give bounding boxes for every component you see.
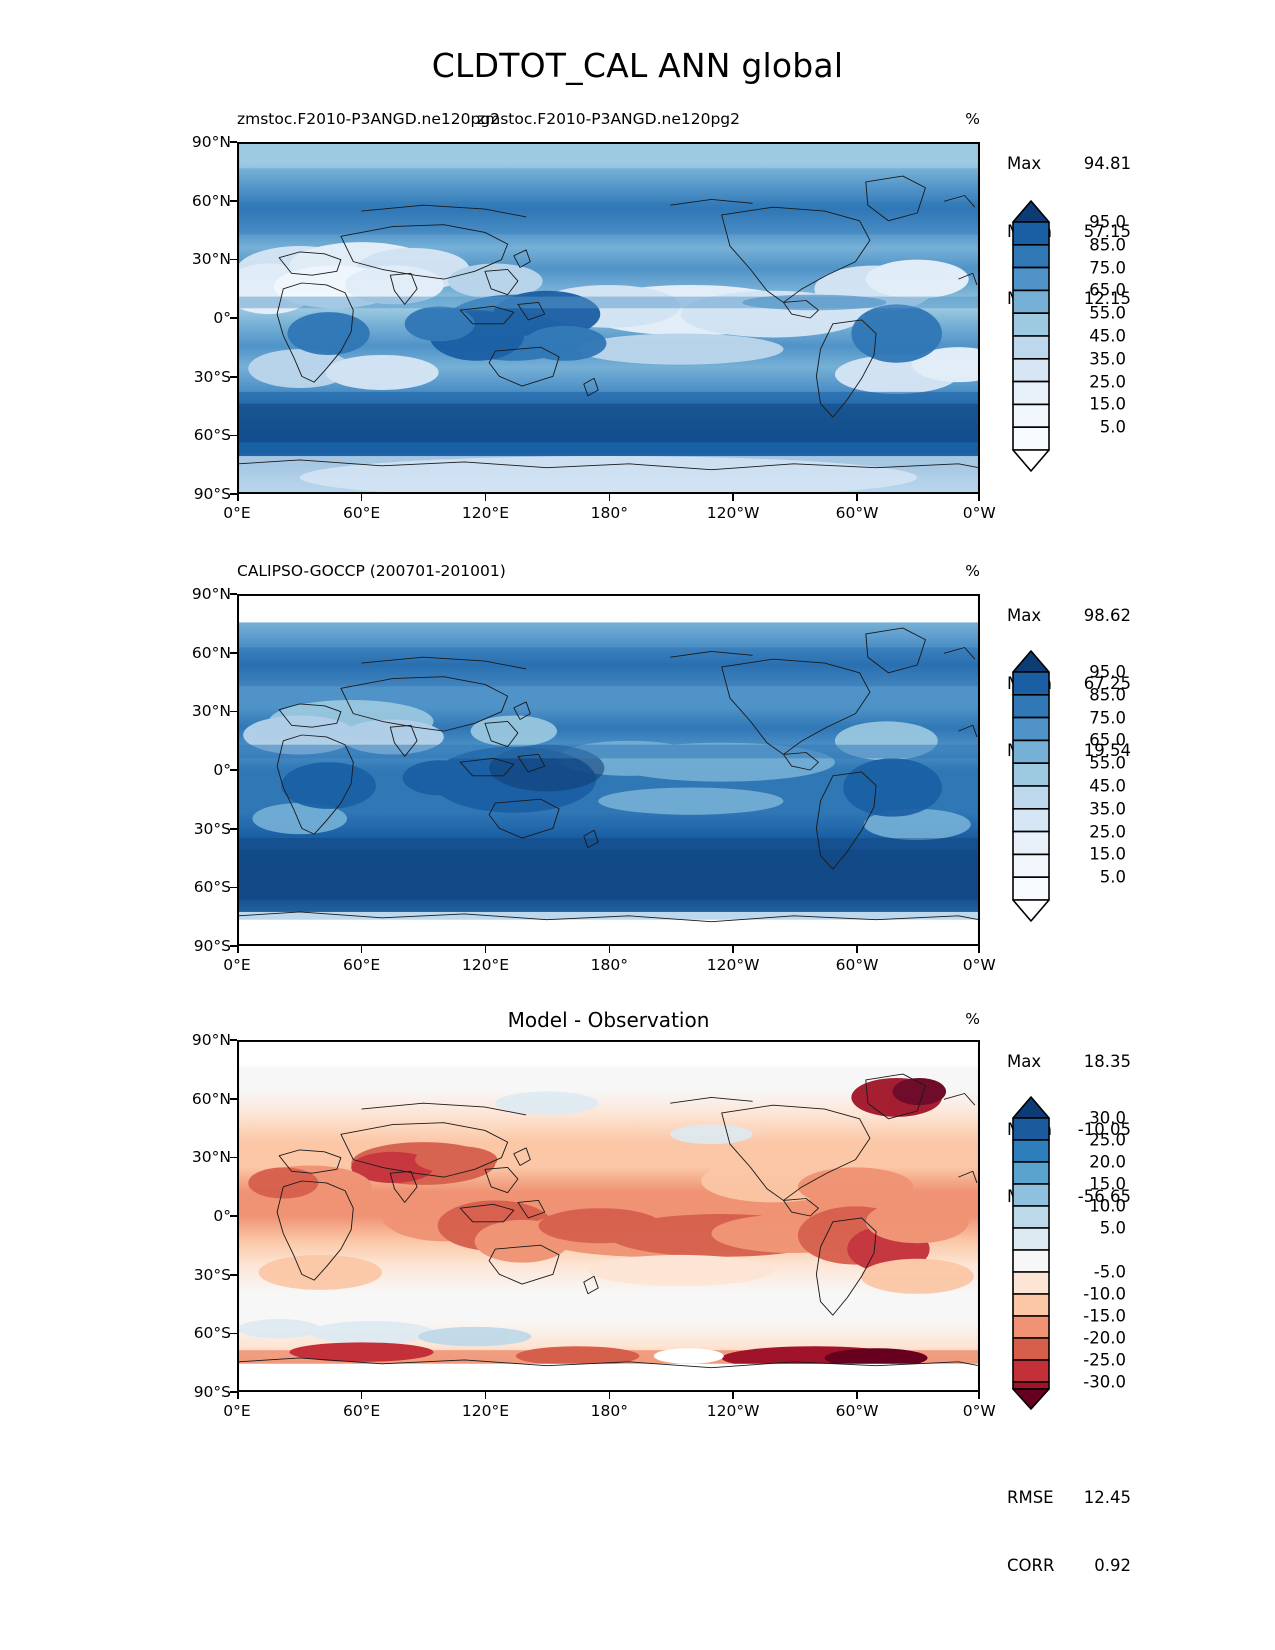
observation-colorbar-svg (1012, 650, 1050, 922)
panel-difference-xlabel-0: 0°E (223, 1402, 251, 1420)
panel-model-colorbar[interactable] (1011, 198, 1051, 474)
panel-observation-ylabel-3: 0° (213, 761, 231, 779)
panel-difference-subtitle-center: Model - Observation (507, 1008, 710, 1032)
panel-observation-subtitle-left: CALIPSO-GOCCP (200701-201001) (237, 562, 506, 580)
panel-model-xlabel-6: 0°W (962, 504, 996, 522)
panel-model-subtitle-center: zmstoc.F2010-P3ANGD.ne120pg2 (476, 110, 741, 128)
panel-model-xlabel-2: 120°E (461, 504, 510, 522)
panel-model-xlabel-4: 120°W (706, 504, 760, 522)
panel-difference-xlabel-2: 120°E (461, 1402, 510, 1420)
panel-observation-ylabel-1: 60°N (191, 643, 231, 662)
stat-max: Max 98.62 (1007, 606, 1131, 625)
panel-model-xlabel-1: 60°E (342, 504, 381, 522)
panel-difference-extra-stats: RMSE 12.45 CORR 0.92 (1007, 1442, 1131, 1622)
panel-difference-map[interactable] (237, 1040, 980, 1392)
model-map-svg (238, 143, 979, 493)
panel-difference-xlabel-3: 180° (590, 1402, 628, 1420)
panel-observation-colorbar-ticks: 95.0 85.0 75.0 65.0 55.0 45.0 35.0 25.0 … (1089, 662, 1126, 887)
panel-model-map[interactable] (237, 142, 980, 494)
panel-observation-ylabel-6: 90°S (193, 937, 231, 955)
panel-model-ylabel-4: 30°S (193, 367, 231, 386)
panel-difference-xlabel-5: 60°W (835, 1402, 879, 1420)
panel-observation-ylabel-4: 30°S (193, 819, 231, 838)
panel-observation-xlabel-4: 120°W (706, 956, 760, 974)
panel-observation-xlabel-0: 0°E (223, 956, 251, 974)
observation-map-svg (238, 595, 979, 945)
panel-observation-xlabel-6: 0°W (962, 956, 996, 974)
panel-model-xlabel-5: 60°W (835, 504, 879, 522)
panel-observation-units: % (965, 562, 980, 580)
panel-model-ylabel-2: 30°N (191, 250, 231, 269)
panel-observation-ylabel-5: 60°S (193, 878, 231, 897)
panel-difference-ylabel-5: 60°S (193, 1324, 231, 1343)
panel-observation-ylabel-0: 90°N (191, 585, 231, 603)
figure-title: CLDTOT_CAL ANN global (431, 46, 844, 85)
stat-corr: CORR 0.92 (1007, 1555, 1131, 1575)
panel-model-ylabel-1: 60°N (191, 191, 231, 210)
panel-difference-ylabel-3: 0° (213, 1207, 231, 1225)
panel-observation-colorbar[interactable] (1011, 648, 1051, 924)
panel-model-ylabel-6: 90°S (193, 485, 231, 503)
panel-difference-colorbar[interactable] (1011, 1094, 1051, 1412)
stat-max: Max 94.81 (1007, 154, 1131, 173)
panel-difference-ylabel-2: 30°N (191, 1148, 231, 1167)
difference-map-svg (238, 1041, 979, 1391)
difference-colorbar-svg (1012, 1096, 1050, 1410)
panel-observation-ylabel-2: 30°N (191, 702, 231, 721)
panel-difference-units: % (965, 1010, 980, 1028)
panel-model-ylabel-5: 60°S (193, 426, 231, 445)
panel-difference-ylabel-4: 30°S (193, 1265, 231, 1284)
model-colorbar-svg (1012, 200, 1050, 472)
panel-observation: CALIPSO-GOCCP (200701-201001) % (192, 562, 996, 982)
panel-difference-xlabel-4: 120°W (706, 1402, 760, 1420)
panel-model-units: % (965, 110, 980, 128)
panel-difference-ylabel-6: 90°S (193, 1383, 231, 1401)
panel-observation-xlabel-3: 180° (590, 956, 628, 974)
panel-difference-ylabel-1: 60°N (191, 1089, 231, 1108)
panel-difference-xlabel-1: 60°E (342, 1402, 381, 1420)
panel-model-xlabel-0: 0°E (223, 504, 251, 522)
panel-model: zmstoc.F2010-P3ANGD.ne120pg2 zmstoc.F201… (192, 110, 996, 530)
stat-max: Max 18.35 (1007, 1052, 1131, 1071)
panel-observation-xlabel-5: 60°W (835, 956, 879, 974)
panel-difference-colorbar-ticks: 30.0 25.0 20.0 15.0 10.0 5.0 -5.0 -10.0 … (1083, 1108, 1126, 1392)
panel-model-subtitle-left: zmstoc.F2010-P3ANGD.ne120pg2 (237, 110, 501, 128)
panel-observation-map[interactable] (237, 594, 980, 946)
panel-model-ylabel-3: 0° (213, 309, 231, 327)
panel-difference: Model - Observation % (192, 1008, 996, 1428)
panel-model-xlabel-3: 180° (590, 504, 628, 522)
stat-rmse: RMSE 12.45 (1007, 1488, 1131, 1507)
panel-difference-ylabel-0: 90°N (191, 1031, 231, 1049)
panel-observation-xlabel-2: 120°E (461, 956, 510, 974)
panel-observation-xlabel-1: 60°E (342, 956, 381, 974)
panel-difference-xlabel-6: 0°W (962, 1402, 996, 1420)
panel-model-ylabel-0: 90°N (191, 133, 231, 151)
panel-model-colorbar-ticks: 95.0 85.0 75.0 65.0 55.0 45.0 35.0 25.0 … (1089, 212, 1126, 437)
